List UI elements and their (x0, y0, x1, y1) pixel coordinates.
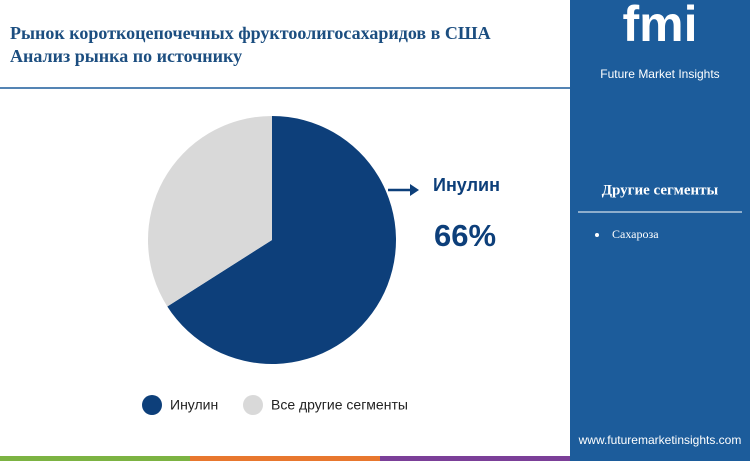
footer-strip (190, 456, 380, 461)
brand-url: www.futuremarketinsights.com (578, 433, 742, 447)
callout-label: Инулин (433, 175, 500, 195)
sidebar-heading: Другие сегменты (602, 182, 719, 198)
legend-swatch (142, 395, 162, 415)
footer-strip (380, 456, 570, 461)
bullet (595, 233, 599, 237)
pie-slice (167, 116, 397, 365)
sidebar-item: Сахароза (612, 227, 659, 241)
chart-subtitle: Анализ рынка по источнику (10, 46, 242, 66)
pie (148, 116, 397, 365)
sidebar (570, 0, 750, 461)
footer-strip (0, 456, 190, 461)
logo: fmi (623, 0, 698, 52)
pie-slice (148, 116, 272, 307)
legend-label: Инулин (170, 397, 218, 413)
value-label: 66% (434, 218, 496, 253)
footer-strip (570, 456, 750, 461)
callout-arrowhead (410, 184, 419, 196)
legend-label: Все другие сегменты (271, 397, 408, 413)
chart-title: Рынок короткоцепочечных фруктоолигосахар… (10, 23, 491, 43)
brand-name: Future Market Insights (600, 67, 719, 81)
legend-swatch (243, 395, 263, 415)
legend: Инулин Все другие сегменты (142, 395, 408, 415)
